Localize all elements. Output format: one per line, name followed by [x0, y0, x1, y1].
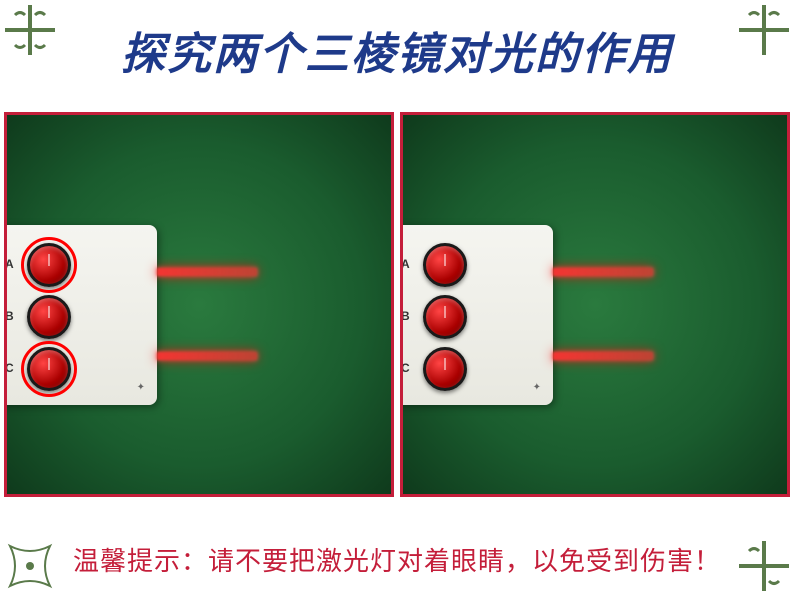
warning-text: 温馨提示：请不要把激光灯对着眼睛，以免受到伤害！ [0, 541, 794, 578]
laser-device-right: A B C ✦ [400, 225, 553, 405]
photo-row: A B C ✦ A B [0, 112, 794, 497]
laser-beam-bottom [553, 352, 653, 360]
device-logo: ✦ [533, 382, 541, 393]
switch-b[interactable] [423, 295, 467, 339]
switch-label-a: A [401, 257, 410, 271]
switch-label-c: C [5, 361, 14, 375]
page-title: 探究两个三棱镜对光的作用 [0, 0, 794, 82]
highlight-ring-c [21, 341, 77, 397]
switch-label-c: C [401, 361, 410, 375]
highlight-ring-a [21, 237, 77, 293]
laser-beam-top [553, 268, 653, 276]
corner-decoration-tl [0, 0, 60, 60]
corner-decoration-tr [734, 0, 794, 60]
switch-a[interactable] [423, 243, 467, 287]
switch-label-b: B [5, 309, 14, 323]
switch-label-a: A [5, 257, 14, 271]
right-photo: A B C ✦ [400, 112, 790, 497]
laser-beam-bottom [157, 352, 257, 360]
laser-device-left: A B C ✦ [4, 225, 157, 405]
laser-beam-top [157, 268, 257, 276]
switch-c[interactable] [423, 347, 467, 391]
switch-b[interactable] [27, 295, 71, 339]
device-logo: ✦ [137, 382, 145, 393]
switch-label-b: B [401, 309, 410, 323]
left-photo: A B C ✦ [4, 112, 394, 497]
